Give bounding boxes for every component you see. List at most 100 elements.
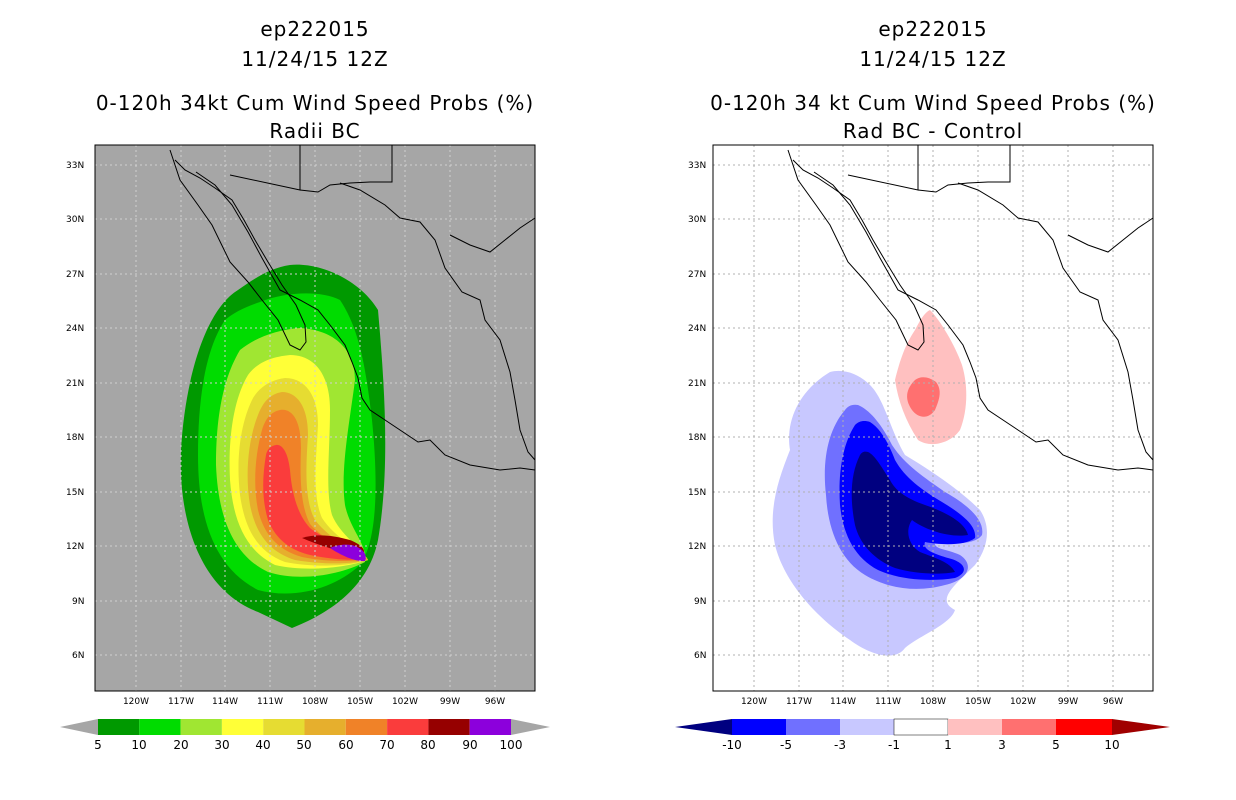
- lat-label: 21N: [66, 379, 84, 389]
- lon-label: 102W: [392, 697, 418, 707]
- colorbar-label: -10: [722, 738, 742, 752]
- lon-label: 114W: [830, 697, 856, 707]
- left-lon-labels: 120W 117W 114W 111W 108W 105W 102W 99W 9…: [123, 697, 505, 707]
- lat-label: 9N: [72, 597, 84, 607]
- lat-label: 30N: [688, 215, 706, 225]
- lat-label: 12N: [688, 542, 706, 552]
- colorbar-label: 100: [500, 738, 523, 752]
- colorbar-swatch: [263, 719, 305, 735]
- colorbar-high-arrow: [511, 719, 550, 735]
- lat-label: 24N: [66, 324, 84, 334]
- lat-label: 6N: [72, 651, 84, 661]
- left-map: 33N 30N 27N 24N 21N 18N 15N 12N 9N 6N 12…: [60, 144, 550, 752]
- colorbar-swatch: [732, 719, 786, 735]
- lat-label: 33N: [66, 161, 84, 171]
- lon-label: 105W: [347, 697, 373, 707]
- lon-label: 117W: [168, 697, 194, 707]
- left-lat-labels: 33N 30N 27N 24N 21N 18N 15N 12N 9N 6N: [66, 161, 84, 661]
- colorbar-label: 70: [379, 738, 394, 752]
- right-subtitle: Rad BC - Control: [842, 119, 1024, 143]
- lon-label: 108W: [302, 697, 328, 707]
- colorbar-low-arrow: [675, 719, 732, 735]
- colorbar-swatch: [469, 719, 511, 735]
- colorbar-low-arrow: [60, 719, 98, 735]
- lat-label: 9N: [694, 597, 706, 607]
- colorbar-label: 3: [998, 738, 1006, 752]
- left-title: 0-120h 34kt Cum Wind Speed Probs (%): [95, 91, 535, 115]
- colorbar-label: 20: [173, 738, 188, 752]
- left-subtitle: Radii BC: [269, 119, 361, 143]
- colorbar-label: -5: [780, 738, 792, 752]
- lon-label: 96W: [485, 697, 505, 707]
- lat-label: 24N: [688, 324, 706, 334]
- colorbar-label: -1: [888, 738, 900, 752]
- lon-label: 120W: [741, 697, 767, 707]
- left-colorbar: 5 10 20 30 40 50 60 70 80 90 100: [60, 719, 550, 752]
- lat-label: 15N: [688, 488, 706, 498]
- colorbar-label: 10: [131, 738, 146, 752]
- colorbar-label: 80: [420, 738, 435, 752]
- lon-label: 111W: [875, 697, 901, 707]
- prob-70-region: [263, 444, 366, 560]
- right-map: 33N 30N 27N 24N 21N 18N 15N 12N 9N 6N 12…: [675, 144, 1170, 752]
- lon-label: 96W: [1103, 697, 1123, 707]
- colorbar-label: 1: [944, 738, 952, 752]
- lon-label: 102W: [1010, 697, 1036, 707]
- colorbar-label: 5: [1052, 738, 1060, 752]
- colorbar-swatch: [1002, 719, 1056, 735]
- right-lat-labels: 33N 30N 27N 24N 21N 18N 15N 12N 9N 6N: [688, 161, 706, 661]
- colorbar-high-arrow: [1112, 719, 1170, 735]
- right-datetime: 11/24/15 12Z: [859, 47, 1007, 71]
- colorbar-label: 90: [462, 738, 477, 752]
- colorbar-swatch: [345, 719, 388, 735]
- lon-label: 111W: [257, 697, 283, 707]
- prob-90-region: [330, 544, 366, 562]
- colorbar-label: 10: [1104, 738, 1119, 752]
- colorbar-label: 60: [338, 738, 353, 752]
- lon-label: 114W: [212, 697, 238, 707]
- colorbar-swatch: [786, 719, 840, 735]
- lat-label: 18N: [688, 433, 706, 443]
- colorbar-swatch: [98, 719, 140, 735]
- colorbar-label: 5: [94, 738, 102, 752]
- left-storm-id: ep222015: [260, 17, 370, 41]
- lon-label: 99W: [1058, 697, 1078, 707]
- lon-label: 108W: [920, 697, 946, 707]
- lon-label: 99W: [440, 697, 460, 707]
- colorbar-swatch: [304, 719, 346, 735]
- right-map-frame: [712, 144, 1154, 692]
- lat-label: 33N: [688, 161, 706, 171]
- right-grid: [713, 145, 1153, 691]
- right-coastline: [787, 145, 1154, 471]
- right-title: 0-120h 34 kt Cum Wind Speed Probs (%): [710, 91, 1156, 115]
- colorbar-swatch: [180, 719, 222, 735]
- colorbar-swatch: [139, 719, 181, 735]
- colorbar-swatch: [221, 719, 264, 735]
- colorbar-label: -3: [834, 738, 846, 752]
- colorbar-swatch: [1056, 719, 1112, 735]
- lat-label: 18N: [66, 433, 84, 443]
- lat-label: 27N: [66, 270, 84, 280]
- lat-label: 30N: [66, 215, 84, 225]
- colorbar-swatch: [948, 719, 1002, 735]
- lon-label: 117W: [786, 697, 812, 707]
- lat-label: 27N: [688, 270, 706, 280]
- colorbar-swatch: [893, 718, 949, 736]
- diff-minus10-region: [851, 451, 968, 574]
- left-coastline: [169, 145, 536, 471]
- lat-label: 21N: [688, 379, 706, 389]
- right-lon-labels: 120W 117W 114W 111W 108W 105W 102W 99W 9…: [741, 697, 1123, 707]
- colorbar-label: 30: [214, 738, 229, 752]
- left-datetime: 11/24/15 12Z: [241, 47, 389, 71]
- colorbar-swatch: [428, 719, 470, 735]
- lon-label: 105W: [965, 697, 991, 707]
- colorbar-swatch: [840, 719, 894, 735]
- colorbar-swatch: [387, 719, 429, 735]
- right-colorbar: -10 -5 -3 -1 1 3 5 10: [675, 718, 1170, 752]
- lat-label: 15N: [66, 488, 84, 498]
- lat-label: 12N: [66, 542, 84, 552]
- right-storm-id: ep222015: [878, 17, 988, 41]
- lat-label: 6N: [694, 651, 706, 661]
- colorbar-label: 50: [296, 738, 311, 752]
- lon-label: 120W: [123, 697, 149, 707]
